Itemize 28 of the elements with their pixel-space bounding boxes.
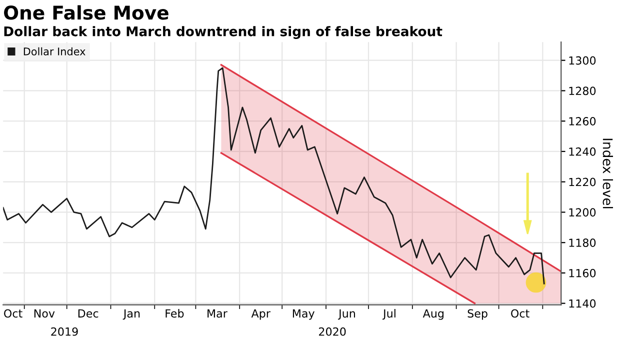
x-tick-label: Jan — [122, 309, 140, 320]
x-tick-label: Dec — [78, 309, 98, 318]
x-tick-label: Jul — [382, 309, 396, 320]
chart-subtitle: Dollar back into March downtrend in sign of false breakout — [4, 26, 442, 39]
text: 2019 — [51, 327, 78, 336]
chart-title: One False Move — [4, 5, 168, 20]
y-tick-label: 1180 — [569, 238, 596, 247]
y-tick-label: 1160 — [569, 268, 596, 278]
x-tick-label: Feb — [166, 309, 184, 318]
y-tick-label: 1240 — [569, 147, 596, 156]
x-tick-label: Mar — [208, 309, 228, 318]
x-tick-label: Jun — [338, 309, 355, 320]
x-tick-label: Aug — [422, 309, 444, 320]
legend-label: Dollar Index — [24, 47, 86, 56]
x-tick-label: Oct — [511, 309, 530, 318]
y-tick-label: 1280 — [569, 86, 596, 96]
y-tick-label: 1140 — [569, 299, 596, 308]
x-tick-label: May — [292, 309, 314, 320]
text: 2020 — [318, 327, 346, 336]
x-tick-label: Apr — [251, 309, 270, 320]
y-tick-label: 1220 — [569, 178, 596, 186]
y-tick-label: 1260 — [569, 117, 596, 126]
y-axis-title: Index level — [602, 138, 613, 208]
y-tick-label: 1200 — [569, 208, 596, 217]
x-tick-label: Nov — [34, 309, 55, 318]
x-tick-label: Sep — [468, 309, 488, 320]
x-tick-label: Oct — [4, 309, 22, 318]
y-tick-label: 1300 — [569, 56, 596, 65]
